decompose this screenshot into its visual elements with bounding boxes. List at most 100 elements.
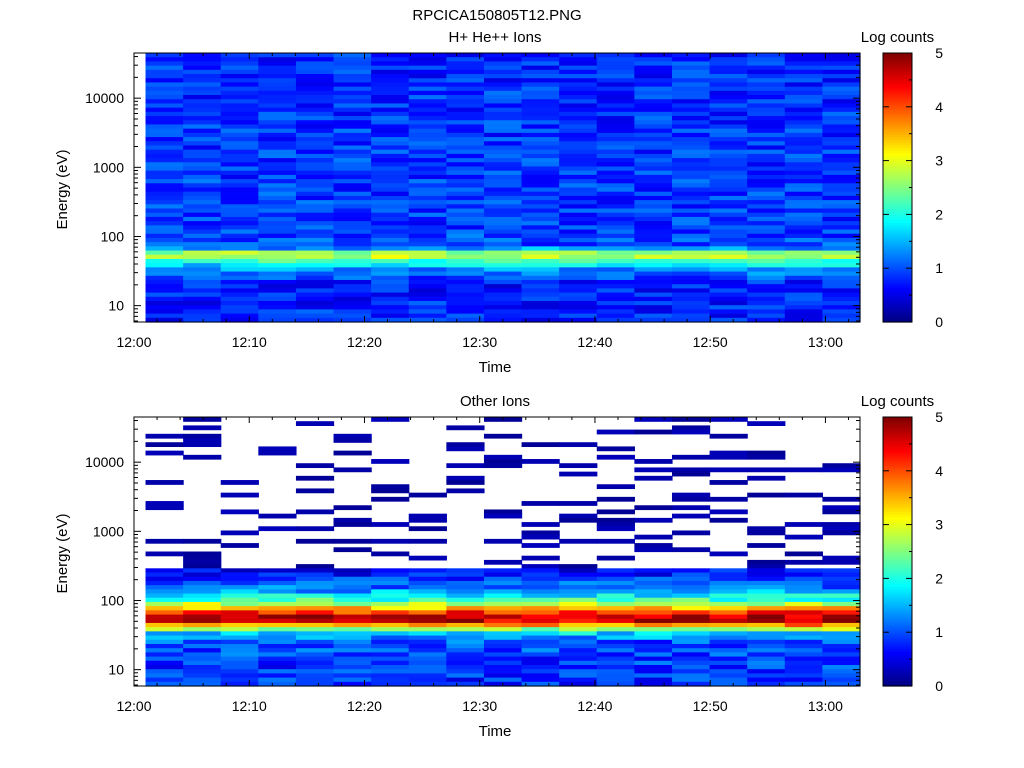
heatmap-cell [295, 660, 335, 666]
heatmap-cell [295, 421, 335, 426]
heatmap-cell [295, 538, 335, 544]
heatmap-cell [295, 509, 335, 515]
heatmap-cell [747, 149, 786, 155]
heatmap-cell [258, 242, 297, 247]
heatmap-cell [634, 128, 673, 134]
heatmap-cell [220, 82, 259, 88]
heatmap-cell [483, 65, 523, 71]
heatmap-cell [408, 648, 447, 653]
heatmap-cell [183, 208, 222, 214]
heatmap-cell [333, 204, 372, 210]
heatmap-cell [822, 589, 861, 595]
heatmap-cell [671, 296, 711, 302]
colorbar-swatch [883, 98, 912, 103]
heatmap-cell [596, 246, 635, 252]
heatmap-cell [371, 601, 410, 607]
heatmap-cell [559, 275, 598, 281]
heatmap-cell [521, 225, 560, 231]
heatmap-cell [634, 284, 673, 289]
heatmap-cell [183, 438, 222, 443]
heatmap-cell [258, 271, 297, 277]
heatmap-cell [822, 200, 861, 205]
heatmap-cell [521, 263, 560, 268]
heatmap-cell [258, 669, 297, 674]
heatmap-cell [483, 580, 523, 586]
heatmap-cell [333, 643, 372, 649]
heatmap-cell [446, 652, 485, 658]
heatmap-cell [822, 526, 861, 532]
heatmap-cell [822, 593, 861, 599]
heatmap-cell [596, 153, 635, 159]
heatmap-cell [634, 585, 673, 590]
heatmap-cell [747, 292, 786, 298]
heatmap-cell [596, 53, 635, 58]
heatmap-cell [145, 313, 184, 319]
heatmap-cell [371, 221, 410, 226]
heatmap-cell [220, 317, 259, 323]
heatmap-cell [145, 145, 184, 151]
heatmap-cell [747, 246, 786, 252]
heatmap-cell [258, 120, 297, 126]
heatmap-cell [596, 292, 635, 298]
colorbar-swatch [883, 667, 912, 671]
heatmap-cell [483, 208, 523, 214]
heatmap-cell [220, 568, 259, 574]
heatmap-cell [559, 179, 598, 184]
colorbar-swatch [883, 246, 912, 250]
heatmap-cell [634, 200, 673, 205]
heatmap-cell [258, 107, 297, 113]
heatmap-cell [671, 673, 711, 679]
heatmap-cell [822, 631, 861, 637]
heatmap-cell [596, 158, 635, 163]
heatmap-cell [446, 132, 485, 138]
heatmap-cell [295, 681, 335, 687]
heatmap-cell [671, 191, 711, 197]
heatmap-cell [596, 149, 635, 155]
heatmap-cell [596, 221, 635, 226]
colorbar-swatch [883, 438, 912, 442]
heatmap-cell [220, 296, 259, 302]
heatmap-cell [333, 258, 372, 264]
heatmap-cell [408, 204, 447, 210]
heatmap-cell [671, 568, 711, 574]
heatmap-cell [408, 267, 447, 273]
heatmap-cell [333, 572, 372, 578]
heatmap-cell [596, 183, 635, 189]
heatmap-cell [634, 195, 673, 201]
heatmap-cell [446, 200, 485, 205]
heatmap-cell [822, 225, 861, 231]
heatmap-cell [258, 61, 297, 67]
heatmap-cell [671, 593, 711, 599]
heatmap-cell [295, 631, 335, 637]
heatmap-cell [145, 442, 184, 448]
heatmap-cell [747, 288, 786, 294]
heatmap-cell [483, 86, 523, 92]
colorbar-swatch [883, 203, 912, 207]
heatmap-cell [258, 137, 297, 142]
colorbar-swatch [883, 225, 912, 229]
heatmap-cell [333, 317, 372, 323]
heatmap-cell [295, 204, 335, 210]
colorbar-swatch [883, 661, 912, 666]
heatmap-cell [145, 254, 184, 260]
heatmap-cell [446, 86, 485, 92]
heatmap-cell [183, 99, 222, 105]
heatmap-cell [145, 225, 184, 231]
heatmap-cell [784, 309, 823, 315]
heatmap-cell [634, 664, 673, 670]
heatmap-cell [295, 677, 335, 683]
heatmap-cell [784, 124, 823, 130]
heatmap-cell [220, 305, 259, 310]
heatmap-cell [333, 580, 372, 586]
heatmap-cell [333, 648, 372, 653]
heatmap-cell [145, 480, 184, 485]
heatmap-cell [145, 627, 184, 632]
colorbar-swatch [883, 659, 912, 663]
colorbar-swatch [883, 217, 912, 221]
heatmap-cell [521, 137, 560, 142]
heatmap-cell [784, 681, 823, 687]
heatmap-cell [559, 195, 598, 201]
heatmap-cell [371, 132, 410, 138]
heatmap-cell [483, 610, 523, 616]
heatmap-cell [333, 128, 372, 134]
